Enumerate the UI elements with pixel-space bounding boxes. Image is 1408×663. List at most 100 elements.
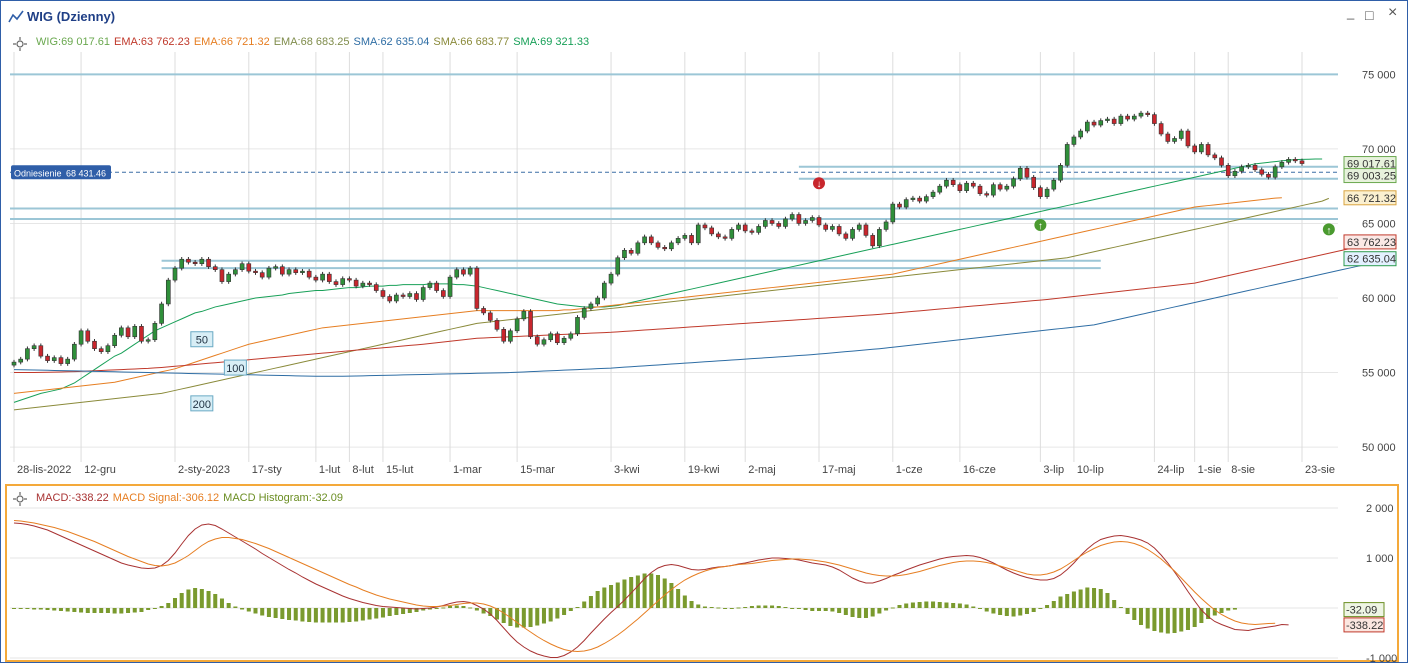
candle-body bbox=[749, 230, 755, 233]
candle-body bbox=[501, 329, 507, 342]
macd-panel-frame bbox=[5, 484, 1399, 662]
histogram-bar bbox=[146, 608, 151, 610]
candle-body bbox=[836, 226, 842, 235]
histogram-bar bbox=[99, 608, 104, 613]
candle-body bbox=[622, 249, 627, 259]
histogram-bar bbox=[702, 606, 707, 608]
histogram-bar bbox=[199, 589, 204, 608]
moving-average-line bbox=[13, 197, 1330, 411]
histogram-bar bbox=[669, 583, 674, 608]
ma-period-label: 200 bbox=[193, 399, 211, 411]
x-tick-label: 23-sie bbox=[1305, 464, 1335, 476]
histogram-bar bbox=[897, 605, 902, 608]
legend-label: SMA: bbox=[353, 36, 381, 48]
histogram-bar bbox=[112, 608, 117, 614]
buy-signal-icon bbox=[1322, 223, 1335, 236]
histogram-bar bbox=[79, 608, 84, 613]
candle-body bbox=[930, 191, 936, 197]
candle-body bbox=[689, 235, 694, 244]
candle-body bbox=[695, 224, 701, 244]
histogram-bar bbox=[595, 591, 600, 608]
candle-body bbox=[353, 279, 359, 287]
ma-period-tag bbox=[190, 331, 214, 348]
candle-body bbox=[259, 272, 265, 278]
histogram-bar bbox=[1185, 608, 1190, 630]
candle-body bbox=[937, 185, 943, 193]
histogram-bar bbox=[743, 607, 748, 608]
signal-arrow-icon: ↓ bbox=[817, 179, 822, 190]
legend-value: 66 683.77 bbox=[460, 36, 510, 48]
histogram-bar bbox=[991, 608, 996, 614]
sell-signal-icon bbox=[813, 177, 825, 190]
close-button[interactable]: × bbox=[1388, 4, 1398, 21]
x-tick-label: 1-mar bbox=[453, 464, 482, 476]
candle-body bbox=[541, 339, 547, 345]
move-icon[interactable] bbox=[12, 36, 28, 57]
x-tick-label: 1-sie bbox=[1198, 464, 1222, 476]
candle-body bbox=[119, 327, 124, 336]
candle-body bbox=[420, 287, 426, 300]
histogram-bar bbox=[166, 603, 171, 608]
histogram-bar bbox=[1138, 608, 1144, 625]
reference-tag bbox=[11, 165, 111, 180]
histogram-bar bbox=[515, 608, 520, 628]
candle-body bbox=[1031, 176, 1036, 188]
histogram-bar bbox=[890, 607, 895, 609]
candle-body bbox=[581, 308, 587, 318]
candle-body bbox=[172, 267, 178, 281]
candle-body bbox=[286, 269, 292, 275]
histogram-bar bbox=[615, 582, 620, 608]
histogram-bar bbox=[360, 608, 365, 621]
moving-average-line bbox=[13, 197, 1282, 394]
candle-body bbox=[65, 358, 70, 364]
histogram-bar bbox=[11, 608, 17, 609]
minimize-button[interactable]: _ bbox=[1347, 5, 1355, 20]
price-chart[interactable]: 75 000 70 000 65 000 60 000 55 000 50 000 28-l… bbox=[0, 0, 1408, 484]
histogram-bar bbox=[1145, 608, 1150, 629]
histogram-bar bbox=[676, 589, 681, 608]
candle-body bbox=[219, 269, 225, 282]
legend-label: MACD Histogram: bbox=[223, 492, 312, 504]
histogram-bar bbox=[347, 608, 352, 622]
candle-body bbox=[602, 282, 607, 299]
maximize-button[interactable]: □ bbox=[1365, 7, 1374, 23]
histogram-bar bbox=[810, 608, 815, 611]
candle-body bbox=[1017, 167, 1023, 180]
candle-body bbox=[970, 182, 976, 187]
move-icon[interactable] bbox=[12, 491, 28, 512]
histogram-bar bbox=[488, 608, 493, 616]
candle-body bbox=[320, 273, 325, 281]
histogram-bar bbox=[1199, 608, 1204, 623]
legend-label: EMA: bbox=[273, 36, 301, 48]
candle-body bbox=[575, 317, 580, 335]
price-tag bbox=[1343, 190, 1397, 206]
candle-body bbox=[152, 323, 158, 341]
histogram-bar bbox=[1105, 593, 1110, 608]
candle-body bbox=[635, 242, 641, 254]
candle-body bbox=[1071, 136, 1077, 145]
candle-body bbox=[1299, 160, 1305, 164]
candle-body bbox=[1111, 118, 1117, 124]
legend-value: 62 635.04 bbox=[380, 36, 430, 48]
candle-body bbox=[226, 273, 231, 282]
price-legend: WIG:69 017.61 EMA:63 762.23 EMA:66 721.32 E… bbox=[36, 36, 593, 48]
candle-body bbox=[1225, 165, 1231, 177]
candle-body bbox=[139, 326, 144, 342]
histogram-bar bbox=[340, 608, 345, 623]
histogram-bar bbox=[25, 608, 30, 609]
x-tick-label: 17-maj bbox=[822, 464, 856, 476]
price-tag-label: 63 762.23 bbox=[1347, 237, 1396, 249]
histogram-bar bbox=[159, 606, 164, 608]
price-tag bbox=[1343, 234, 1397, 250]
candle-body bbox=[45, 355, 50, 361]
histogram-bar bbox=[1125, 608, 1130, 614]
candle-body bbox=[293, 269, 299, 273]
legend-value: -338.22 bbox=[71, 492, 109, 504]
legend-value: 69 017.61 bbox=[61, 36, 110, 48]
histogram-bar bbox=[1092, 588, 1097, 608]
histogram-bar bbox=[313, 608, 318, 623]
histogram-bar bbox=[179, 593, 184, 608]
histogram-bar bbox=[45, 608, 50, 610]
y-tick-label: 70 000 bbox=[1362, 144, 1396, 156]
